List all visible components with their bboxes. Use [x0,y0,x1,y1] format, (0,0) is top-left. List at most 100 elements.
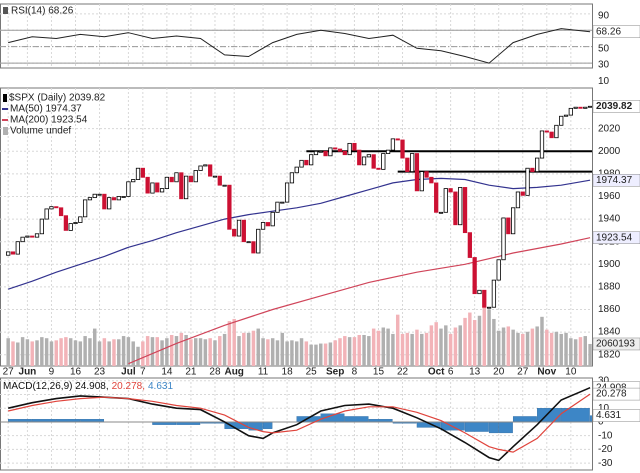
candle [227,184,232,230]
x-tick-label: 10 [565,367,577,378]
candle [525,167,530,196]
volume-bar [525,331,530,366]
candle [107,197,112,210]
volume-bar [11,341,15,366]
panel-title: RSI(14) 68.26 [11,6,74,17]
volume-bar [333,340,337,366]
volume-bar [290,340,294,366]
candle [419,171,424,192]
x-tick-label: 25 [306,367,318,378]
volume-bar [126,337,131,366]
volume-bar [439,328,443,366]
candle [376,167,381,170]
volume-bar [496,330,501,366]
volume-bar [97,341,102,366]
x-tick-label: 6 [448,367,454,378]
candle [366,154,371,158]
volume-bar [415,329,419,366]
x-tick-label: 13 [469,367,481,378]
moving-average [8,177,591,290]
candle [578,106,583,109]
volume-bar [68,338,73,366]
candle [544,130,549,133]
candle [54,206,59,209]
candle [453,191,458,226]
candle [491,279,497,308]
volume-bar [73,340,78,366]
volume-bar [472,320,477,366]
volume-bar [25,339,30,366]
candle [251,241,256,254]
volume-bar [49,341,54,366]
candle [318,150,323,153]
candle [390,138,396,151]
candle [97,193,102,196]
y-tick-label: 30 [598,375,610,386]
legend-icon [3,7,8,14]
candle [563,114,569,117]
legend-entry: 4.631 [148,381,173,392]
candle [486,306,492,309]
volume-bar [420,333,424,366]
candle [159,188,165,193]
candle [68,223,73,231]
candle [208,164,213,177]
volume-bar [112,339,116,366]
candle [6,251,11,256]
candle [126,181,131,197]
volume-bar [6,338,10,366]
volume-bar [78,341,83,366]
volume-bar [492,318,496,366]
histogram-bar [262,421,273,429]
y-tick-label: -20 [598,444,613,455]
y-tick-label: 1860 [598,304,621,315]
volume-bar [535,326,539,366]
candle [212,175,218,178]
candle [39,218,44,235]
candle [496,259,501,281]
volume-bar [266,339,270,366]
volume-bar [371,328,376,366]
x-tick-label: 20 [493,367,505,378]
x-tick-label: Sep [326,367,344,378]
candle [188,175,194,183]
x-tick-label: Nov [537,367,556,378]
volume-bar [410,333,414,366]
candle [583,106,588,109]
volume-bar [424,332,429,366]
y-tick-label: 1960 [598,191,621,202]
candle [164,176,170,189]
candle [458,187,463,226]
volume-bar [453,327,458,366]
volume-bar [64,337,68,366]
volume-bar [578,337,583,366]
volume-bar [270,338,275,366]
candle [477,289,482,295]
volume-bar [145,336,150,366]
legend-icon [3,94,7,102]
x-tick-label: 27 [3,367,15,378]
candle [429,176,434,184]
x-tick-label: 16 [70,367,82,378]
volume-bar [530,328,535,366]
volume-bar [309,344,313,366]
candle [328,147,333,157]
value-label: 2039.82 [596,101,633,112]
x-tick-label: 15 [373,367,385,378]
candle [30,235,35,238]
candle [520,191,525,196]
legend-icon [3,127,8,135]
volume-bar [328,342,333,366]
volume-bar [501,327,506,366]
volume-bar [338,338,342,366]
histogram-bar [488,421,499,434]
volume-bar [588,343,592,366]
candle [568,107,573,116]
candle [217,175,222,186]
volume-bar [299,338,304,366]
volume-bar [304,341,309,366]
volume-bar [458,325,462,366]
y-tick-label: 1840 [598,327,621,338]
candle [381,153,386,170]
legend: MACD(12,26,9) 24.908, 20.278, 4.631 [3,381,173,392]
